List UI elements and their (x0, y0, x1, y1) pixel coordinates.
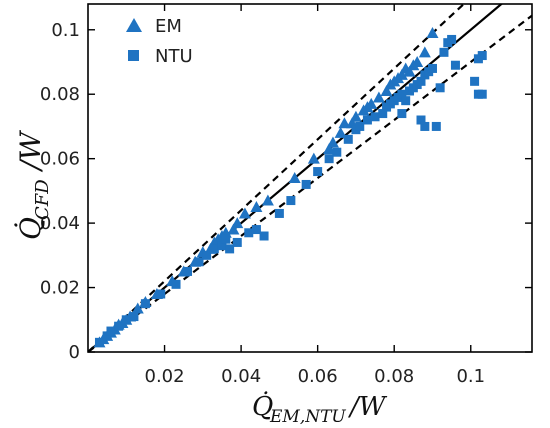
em-point-44 (403, 65, 416, 77)
ntu-point-53 (470, 76, 480, 86)
em-point-46 (411, 56, 424, 67)
ntu-point-0 (94, 337, 104, 347)
ntu-point-10 (194, 257, 204, 267)
em-point-28 (323, 143, 336, 154)
ntu-point-30 (370, 112, 380, 122)
x-axis-label-main: Q̇ (252, 391, 273, 422)
ntu-point-44 (427, 63, 437, 73)
ntu-point-19 (259, 231, 269, 241)
x-axis-label-sub: EM,NTU (269, 407, 346, 427)
em-point-27 (307, 152, 320, 164)
legend-em-label: EM (155, 16, 182, 37)
em-point-24 (250, 201, 263, 212)
ntu-point-26 (343, 134, 353, 144)
em-point-21 (227, 223, 240, 235)
ntu-point-14 (221, 234, 231, 244)
y-axis-label: Q̇ CFD /W (14, 130, 53, 240)
x-axis-label-tail: /W (347, 392, 388, 422)
ntu-point-47 (420, 121, 430, 131)
ntu-point-16 (232, 237, 242, 247)
em-point-47 (418, 46, 431, 58)
y-tick-label-4: 0.08 (40, 84, 80, 105)
ntu-point-57 (477, 51, 487, 61)
x-tick-label-1: 0.04 (221, 366, 261, 387)
ntu-point-9 (183, 266, 193, 276)
ntu-point-22 (301, 179, 311, 189)
em-point-29 (326, 136, 339, 148)
ntu-point-7 (156, 289, 166, 299)
ntu-point-1 (102, 331, 112, 341)
em-point-31 (338, 117, 351, 129)
ntu-point-15 (225, 244, 235, 254)
ntu-point-12 (209, 244, 219, 254)
legend-em-marker (126, 18, 142, 32)
data-points-layer (93, 27, 487, 348)
em-point-36 (365, 97, 378, 109)
ntu-point-24 (324, 154, 334, 164)
ntu-point-23 (313, 167, 323, 177)
ntu-point-29 (362, 115, 372, 125)
legend: EM NTU (126, 16, 193, 67)
em-point-48 (426, 27, 439, 38)
em-point-42 (395, 68, 408, 80)
y-axis-label-sub: CFD (32, 179, 53, 220)
ntu-point-36 (397, 89, 407, 99)
ntu-point-8 (171, 279, 181, 289)
ntu-point-11 (202, 250, 212, 260)
y-axis-label-main: Q̇ (14, 217, 47, 240)
x-tick-label-3: 0.08 (374, 366, 414, 387)
y-tick-label-3: 0.06 (40, 149, 80, 170)
ntu-point-46 (416, 115, 426, 125)
em-point-25 (261, 194, 274, 206)
y-axis-label-tail: /W (14, 130, 47, 173)
x-axis-label: Q̇ EM,NTU /W (252, 391, 388, 427)
em-point-26 (288, 172, 301, 183)
ntu-point-28 (355, 121, 365, 131)
x-tick-label-4: 0.1 (456, 366, 485, 387)
em-point-23 (238, 207, 251, 219)
ntu-point-52 (450, 60, 460, 70)
error-bound-line-1 (88, 4, 466, 352)
ntu-point-2 (106, 326, 116, 336)
ntu-point-45 (397, 109, 407, 119)
ntu-point-37 (401, 96, 411, 106)
y-tick-label-1: 0.02 (40, 278, 80, 299)
axis-ticks-layer: 0.02 0.04 0.06 0.08 0.1 0 0.02 0.04 0.06 0.08 0.1 (40, 4, 532, 387)
ntu-point-55 (477, 89, 487, 99)
legend-ntu-label: NTU (155, 46, 193, 67)
ntu-point-58 (447, 34, 457, 44)
ntu-point-48 (431, 121, 441, 131)
y-tick-label-5: 0.1 (51, 20, 80, 41)
ntu-point-49 (435, 83, 445, 93)
x-tick-label-2: 0.06 (298, 366, 338, 387)
ntu-point-25 (332, 147, 342, 157)
ntu-point-6 (140, 299, 150, 309)
ntu-point-21 (286, 196, 296, 206)
ntu-point-13 (217, 241, 227, 251)
ntu-point-31 (378, 109, 388, 119)
em-point-22 (231, 217, 244, 229)
em-point-33 (349, 110, 362, 122)
ntu-point-3 (114, 321, 124, 331)
em-point-38 (380, 85, 393, 96)
ntu-point-50 (439, 47, 449, 57)
em-point-9 (131, 302, 144, 314)
y-tick-label-2: 0.04 (40, 213, 80, 234)
ntu-point-17 (244, 228, 254, 238)
legend-ntu-marker (128, 50, 139, 61)
em-point-37 (372, 91, 385, 103)
ntu-point-4 (121, 315, 131, 325)
ntu-point-20 (274, 208, 284, 218)
ntu-point-5 (129, 312, 139, 322)
ntu-point-18 (251, 225, 261, 235)
x-tick-label-0: 0.02 (145, 366, 185, 387)
y-tick-label-0: 0 (69, 342, 80, 363)
ntu-point-41 (416, 76, 426, 86)
em-point-30 (334, 126, 347, 138)
plot-frame (87, 3, 533, 353)
